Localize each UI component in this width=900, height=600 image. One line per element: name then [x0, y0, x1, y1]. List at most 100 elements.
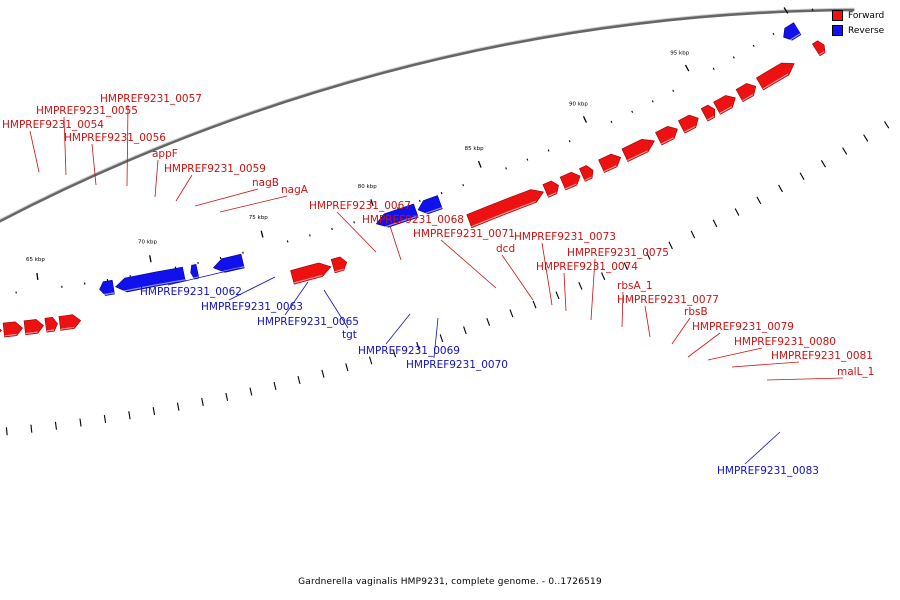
gene-arrow: [375, 203, 419, 228]
gene-label: HMPREF9231_0079: [692, 321, 794, 333]
scale-minor-tick: [752, 44, 755, 47]
outer-scale-tick: [54, 421, 57, 430]
scale-minor-tick: [505, 167, 507, 170]
gene-arrow: [559, 171, 581, 191]
gene-arrow-highlight: [627, 150, 648, 162]
outer-scale-tick: [416, 341, 420, 350]
gene-label: HMPREF9231_0083: [717, 465, 819, 477]
gene-leader-line: [29, 130, 40, 173]
outer-scale-tick: [79, 418, 82, 427]
gene-label: dcd: [496, 243, 515, 255]
gene-label: malL_1: [837, 366, 874, 378]
gene-arrow: [99, 279, 115, 296]
outer-scale-tick: [509, 309, 514, 318]
gene-leader-line: [687, 332, 721, 358]
gene-label: HMPREF9231_0056: [64, 132, 166, 144]
gene-leader-line: [563, 272, 567, 312]
gene-label: HMPREF9231_0067: [309, 200, 411, 212]
gene-label: HMPREF9231_0055: [36, 105, 138, 117]
scale-minor-tick: [772, 32, 775, 36]
gene-arrow-highlight: [786, 33, 801, 43]
scale-minor-tick: [286, 240, 289, 243]
gene-arrow: [783, 22, 802, 41]
outer-scale-tick: [439, 334, 444, 343]
gene-leader-line: [284, 281, 309, 316]
gene-leader-line: [644, 305, 651, 338]
outer-scale-tick: [225, 392, 229, 401]
scale-minor-tick: [462, 184, 465, 187]
scale-label: 65 kbp: [26, 257, 45, 263]
scale-minor-tick: [672, 89, 675, 92]
outer-scale-tick: [273, 381, 277, 390]
outer-scale-tick: [249, 387, 253, 396]
scale-minor-tick: [440, 191, 443, 195]
gene-arrow: [466, 189, 545, 229]
gene-label: nagA: [281, 184, 309, 196]
gene-label: HMPREF9231_0059: [164, 163, 266, 175]
outer-scale-tick: [532, 300, 537, 309]
forward-swatch: [832, 10, 843, 21]
scale-major-tick: [260, 230, 264, 238]
scale-major-tick: [477, 160, 482, 168]
gene-arrow: [0, 328, 2, 333]
outer-scale-tick: [486, 317, 491, 326]
gene-label: HMPREF9231_0075: [567, 247, 669, 259]
gene-label: tgt: [342, 329, 357, 341]
scale-major-tick: [149, 255, 152, 263]
gene-arrow-highlight: [100, 292, 115, 296]
scale-minor-tick: [568, 140, 571, 143]
outer-scale-tick: [176, 402, 180, 411]
scale-label: 95 kbp: [670, 50, 689, 56]
scale-label: 90 kbp: [569, 101, 588, 107]
gene-arrow: [755, 62, 795, 91]
scale-label: 75 kbp: [249, 215, 268, 221]
legend-reverse-label: Reverse: [848, 25, 885, 36]
gene-label: nagB: [252, 177, 279, 189]
gene-label: HMPREF9231_0077: [617, 294, 719, 306]
gene-label: HMPREF9231_0070: [406, 359, 508, 371]
gene-arrow-highlight: [191, 276, 199, 279]
genome-backbone-highlight: [0, 7, 855, 221]
gene-label: HMPREF9231_0068: [362, 214, 464, 226]
gene-leader-line: [175, 174, 193, 202]
gene-arrow: [579, 165, 594, 182]
legend-forward-label: Forward: [848, 10, 885, 21]
outer-scale-tick: [555, 291, 560, 300]
outer-scale-tick: [128, 411, 131, 420]
outer-scale-tick: [578, 282, 583, 290]
scale-minor-tick: [732, 56, 735, 59]
outer-scale-tick: [690, 230, 696, 239]
gene-arrow-highlight: [116, 279, 186, 294]
outer-scale-tick: [463, 326, 467, 335]
gene-leader-line: [219, 195, 288, 213]
outer-scale-tick: [778, 184, 783, 193]
gene-leader-line: [731, 361, 800, 368]
gene-arrow-highlight: [25, 331, 38, 335]
map-caption: Gardnerella vaginalis HMP9231, complete …: [298, 577, 602, 587]
gene-arrow: [598, 153, 622, 173]
gene-arrow-highlight: [707, 115, 715, 121]
gene-arrow-highlight: [584, 176, 592, 181]
scale-minor-tick: [651, 100, 654, 103]
scale-major-tick: [36, 272, 39, 280]
gene-arrow: [290, 262, 332, 285]
scale-minor-tick: [712, 67, 715, 70]
outer-scale-tick: [820, 160, 826, 168]
outer-scale-tick: [884, 121, 890, 129]
gene-label: HMPREF9231_0071: [413, 228, 515, 240]
scale-minor-tick: [811, 8, 814, 11]
reverse-swatch: [832, 25, 843, 36]
outer-scale-tick: [601, 272, 606, 281]
gene-leader-line: [336, 211, 377, 253]
outer-scale-tick: [30, 424, 33, 433]
outer-scale-tick: [623, 262, 628, 271]
gene-leader-line: [707, 347, 763, 361]
scale-major-tick: [684, 64, 690, 72]
gene-arrow-highlight: [762, 73, 789, 90]
gene-arrow-highlight: [547, 192, 557, 197]
gene-arrow: [2, 321, 23, 338]
outer-scale-tick: [368, 356, 373, 365]
gene-arrow-highlight: [603, 165, 617, 173]
outer-scale-tick: [863, 134, 869, 142]
gene-leader-line: [590, 258, 596, 321]
